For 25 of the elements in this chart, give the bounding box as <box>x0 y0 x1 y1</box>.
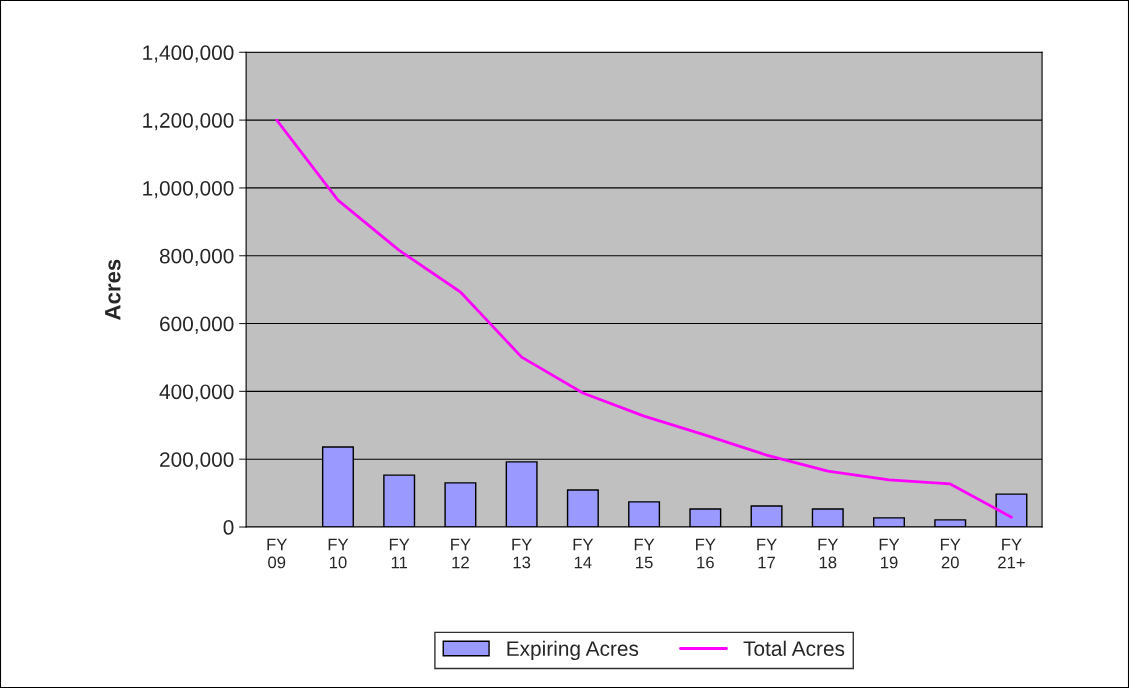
y-tick-label: 400,000 <box>159 384 234 402</box>
x-tick-label: FY 16 <box>696 538 716 569</box>
x-tick-label: FY 09 <box>267 538 288 569</box>
y-tick-label: 1,400,000 <box>143 45 234 63</box>
legend-label: Total Acres <box>743 640 845 656</box>
y-tick-label: 1,000,000 <box>143 180 234 199</box>
y-tick-label: 600,000 <box>160 316 234 334</box>
x-tick-label: FY 12 <box>451 538 471 569</box>
line-series <box>275 118 1013 519</box>
y-tick-label: 1,200,000 <box>143 113 234 131</box>
x-tick-label: FY 17 <box>757 538 777 569</box>
x-tick-label: FY 21+ <box>998 538 1025 569</box>
x-tick-label: FY 20 <box>940 538 961 569</box>
x-tick-label: FY 13 <box>512 538 532 569</box>
x-tick-label: FY 15 <box>634 538 655 569</box>
legend-label: Expiring Acres <box>507 640 639 661</box>
y-axis-title: Acres <box>105 259 121 320</box>
y-tick-label: 200,000 <box>160 452 234 470</box>
x-tick-label: FY 18 <box>818 538 839 569</box>
x-tick-label: FY 10 <box>328 538 349 569</box>
y-tick-label: 800,000 <box>159 248 234 266</box>
x-tick-label: FY 19 <box>879 538 900 569</box>
x-tick-label: FY 14 <box>573 538 594 569</box>
y-tick-label: 0 <box>223 520 234 535</box>
x-tick-label: FY 11 <box>389 538 410 569</box>
